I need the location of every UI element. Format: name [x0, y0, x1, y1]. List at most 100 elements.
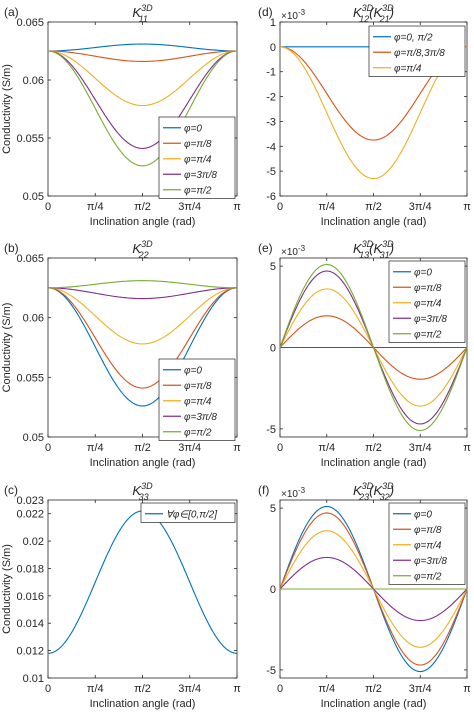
x-axis-label: Inclination angle (rad)	[90, 216, 196, 228]
y-tick-label: -3	[266, 116, 276, 128]
legend-entry: φ=π/2	[184, 427, 212, 438]
x-tick-label: π	[233, 683, 241, 695]
x-axis-label: Inclination angle (rad)	[321, 457, 427, 469]
x-tick-label: π/2	[134, 442, 151, 454]
x-tick-label: π/4	[318, 683, 335, 695]
x-tick-label: 0	[45, 442, 51, 454]
panel-b: 0 π/4 π/2 3π/4 π 0.05 0.055 0.06 0.065(b) K3D 22 In…	[1, 239, 241, 469]
legend-entry: ∀φ∈[0,π/2]	[166, 509, 217, 520]
legend-entry: φ=3π/8	[184, 170, 217, 181]
x-tick-label: 3π/4	[178, 201, 201, 213]
legend-entry: φ=π/4	[414, 298, 442, 309]
legend-entry: φ=π/8	[414, 525, 442, 536]
y-tick-label: 0	[270, 343, 276, 355]
chart-title: K3D 22	[132, 239, 153, 260]
x-tick-label: π	[463, 201, 471, 213]
x-tick-label: 0	[45, 201, 51, 213]
legend-box	[158, 358, 236, 441]
legend: ∀φ∈[0,π/2]	[140, 502, 236, 523]
y-tick-label: 0.023	[16, 495, 44, 507]
legend-entry: φ=π/8	[414, 283, 442, 294]
legend-entry: φ=π/2	[414, 329, 442, 340]
legend-box	[158, 116, 236, 199]
chart-title: K3D 23(K3D 32)	[353, 481, 394, 502]
y-tick-label: 1	[270, 17, 276, 29]
legend-entry: φ=0	[414, 509, 432, 520]
y-tick-label: -5	[266, 424, 276, 436]
legend-entry: φ=0	[184, 365, 202, 376]
y-tick-label: -5	[266, 665, 276, 677]
legend-entry: φ=3π/8	[414, 556, 447, 567]
x-tick-label: π	[463, 442, 471, 454]
panel-label: (c)	[4, 483, 18, 497]
y-tick-label: 0.02	[23, 536, 44, 548]
y-axis-label: Conductivity (S/m)	[1, 303, 13, 393]
legend-entry: φ=π/8,3π/8	[394, 48, 445, 59]
x-tick-label: π/2	[134, 683, 151, 695]
y-tick-label: 0	[270, 42, 276, 54]
series-line-5	[47, 50, 238, 167]
legend: φ=0 φ=π/8 φ=π/4 φ=3π/8 φ=π/2	[388, 260, 466, 343]
series-line-3	[47, 287, 238, 345]
y-tick-label: -2	[266, 92, 276, 104]
x-tick-label: π	[233, 442, 241, 454]
y-tick-label: 5	[270, 261, 276, 273]
panel-label: (d)	[258, 5, 273, 19]
series-line-4	[47, 287, 238, 300]
legend-box	[388, 502, 466, 585]
x-tick-label: π/2	[365, 201, 382, 213]
x-tick-label: 3π/4	[409, 683, 432, 695]
legend: φ=0 φ=π/8 φ=π/4 φ=3π/8 φ=π/2	[158, 116, 236, 199]
x-tick-label: π	[233, 201, 241, 213]
y-tick-label: 0.06	[23, 75, 44, 87]
x-tick-label: 0	[277, 683, 283, 695]
series-line-3	[47, 50, 238, 107]
chart-title: K3D 33	[132, 481, 153, 502]
panel-d: 0 π/4 π/2 3π/4 π -6 -5 -4 -3 -2 -1 0 1 ×10-3 (d) K3D 12(…	[258, 3, 471, 228]
x-tick-label: π/2	[365, 683, 382, 695]
series-line-1	[47, 287, 238, 407]
y-tick-label: -4	[266, 141, 276, 153]
chart-title: K3D 13(K3D 31)	[353, 239, 394, 260]
x-tick-label: π	[463, 683, 471, 695]
panel-label: (a)	[4, 5, 19, 19]
y-tick-label: 0.05	[23, 191, 44, 203]
panel-e: 0 π/4 π/2 3π/4 π-505×10-3(e) K3D 13(K3D 31)Incl…	[258, 239, 471, 469]
x-tick-label: π/4	[87, 201, 104, 213]
legend-entry: φ=π/8	[184, 139, 212, 150]
y-axis-label: Conductivity (S/m)	[1, 64, 13, 154]
x-tick-label: π/2	[134, 201, 151, 213]
y-tick-label: 0.055	[16, 372, 44, 384]
series-line-2	[47, 50, 238, 62]
y-tick-label: 0.065	[16, 17, 44, 29]
legend-entry: φ=0	[414, 267, 432, 278]
y-tick-label: -1	[266, 67, 276, 79]
legend-entry: φ=0, π/2	[394, 32, 433, 43]
legend-box	[140, 502, 236, 523]
series-line-5	[279, 263, 468, 432]
legend-entry: φ=π/4	[184, 396, 212, 407]
x-tick-label: 0	[45, 683, 51, 695]
x-tick-label: π/4	[87, 683, 104, 695]
y-tick-label: 0.06	[23, 313, 44, 325]
x-tick-label: 3π/4	[409, 442, 432, 454]
y-exponent: ×10-3	[281, 244, 306, 258]
series-line-5	[48, 280, 237, 289]
y-tick-label: 0.01	[23, 673, 44, 685]
legend-entry: φ=π/8	[184, 381, 212, 392]
legend-box	[388, 260, 466, 343]
series-line-1	[47, 510, 238, 654]
plot-area	[47, 499, 238, 679]
legend-entry: φ=π/4	[184, 154, 212, 165]
x-tick-label: 3π/4	[409, 201, 432, 213]
x-tick-label: π/2	[365, 442, 382, 454]
x-axis-label: Inclination angle (rad)	[90, 698, 196, 710]
legend-entry: φ=π/2	[184, 185, 212, 196]
legend-entry: φ=π/4	[414, 540, 442, 551]
panel-c: 0 π/4 π/2 3π/4 π 0.01 0.012 0.014 0.016 0.018 0.02…	[1, 481, 241, 710]
chart-title: K3D 12(K3D 21)	[353, 3, 394, 24]
series-line-3	[279, 46, 468, 180]
panel-label: (e)	[258, 241, 273, 255]
y-axis-label: Conductivity (S/m)	[1, 544, 13, 634]
